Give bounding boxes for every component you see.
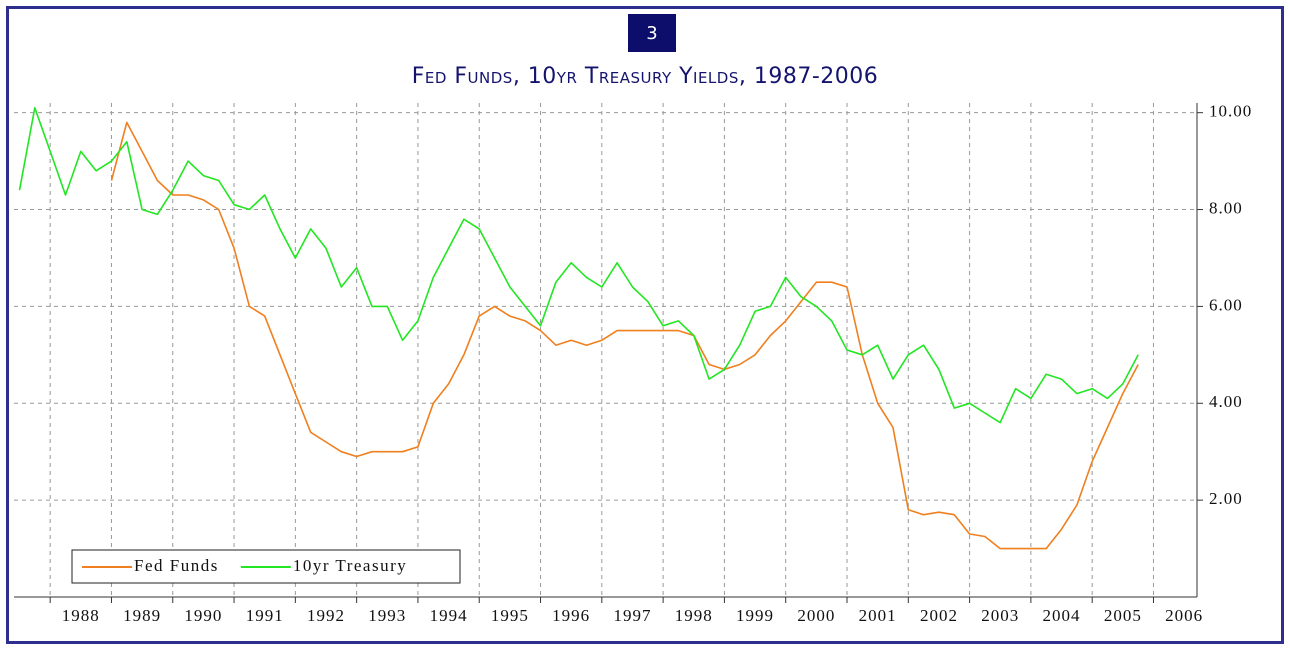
x-tick-label: 1995 — [491, 606, 529, 625]
x-tick-label: 2000 — [797, 606, 835, 625]
y-tick-label: 6.00 — [1209, 295, 1243, 314]
badge-box — [628, 14, 676, 52]
x-tick-label: 2003 — [981, 606, 1019, 625]
x-tick-label: 2005 — [1104, 606, 1142, 625]
chart-title: Fed Funds, 10yr Treasury Yields, 1987-20… — [412, 64, 879, 89]
x-tick-label: 1988 — [62, 606, 100, 625]
frame — [6, 6, 1284, 644]
x-tick-label: 1989 — [123, 606, 161, 625]
y-tick-label: 8.00 — [1209, 198, 1243, 217]
y-tick-label: 2.00 — [1209, 489, 1243, 508]
x-tick-label: 2002 — [920, 606, 958, 625]
x-tick-label: 2001 — [859, 606, 897, 625]
x-tick-label: 1998 — [675, 606, 713, 625]
badge: 3 — [646, 23, 657, 44]
series-line — [110, 121, 1139, 550]
x-tick-label: 1999 — [736, 606, 774, 625]
x-tick-label: 1996 — [552, 606, 590, 625]
x-tick-label: 1993 — [368, 606, 406, 625]
y-tick-label: 4.00 — [1209, 392, 1243, 411]
legend-label: Fed Funds — [134, 556, 219, 575]
x-tick-label: 1997 — [613, 606, 651, 625]
x-tick-label: 2004 — [1043, 606, 1081, 625]
x-tick-label: 2006 — [1165, 606, 1203, 625]
legend-label: 10yr Treasury — [293, 556, 407, 575]
x-tick-label: 1994 — [430, 606, 468, 625]
x-tick-label: 1992 — [307, 606, 345, 625]
x-tick-label: 1990 — [184, 606, 222, 625]
x-tick-label: 1991 — [246, 606, 284, 625]
series-line — [18, 107, 1139, 424]
y-tick-label: 10.00 — [1209, 102, 1252, 121]
